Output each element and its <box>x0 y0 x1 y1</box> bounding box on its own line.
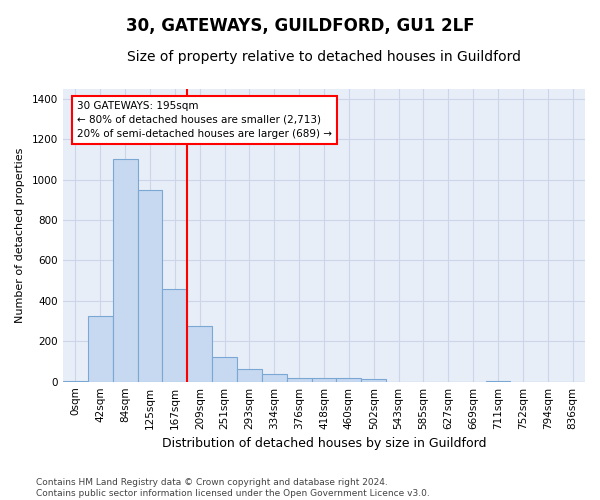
X-axis label: Distribution of detached houses by size in Guildford: Distribution of detached houses by size … <box>162 437 486 450</box>
Bar <box>262 374 287 382</box>
Bar <box>212 358 237 382</box>
Bar <box>485 380 511 382</box>
Bar <box>361 380 386 382</box>
Bar <box>88 316 113 382</box>
Bar <box>237 368 262 382</box>
Text: 30, GATEWAYS, GUILDFORD, GU1 2LF: 30, GATEWAYS, GUILDFORD, GU1 2LF <box>125 18 475 36</box>
Y-axis label: Number of detached properties: Number of detached properties <box>15 148 25 323</box>
Bar <box>187 326 212 382</box>
Bar <box>63 380 88 382</box>
Text: Contains HM Land Registry data © Crown copyright and database right 2024.
Contai: Contains HM Land Registry data © Crown c… <box>36 478 430 498</box>
Text: 30 GATEWAYS: 195sqm
← 80% of detached houses are smaller (2,713)
20% of semi-det: 30 GATEWAYS: 195sqm ← 80% of detached ho… <box>77 101 332 139</box>
Bar <box>113 160 137 382</box>
Bar <box>137 190 163 382</box>
Bar <box>163 289 187 382</box>
Bar <box>311 378 337 382</box>
Bar <box>337 378 361 382</box>
Bar <box>287 378 311 382</box>
Title: Size of property relative to detached houses in Guildford: Size of property relative to detached ho… <box>127 50 521 64</box>
